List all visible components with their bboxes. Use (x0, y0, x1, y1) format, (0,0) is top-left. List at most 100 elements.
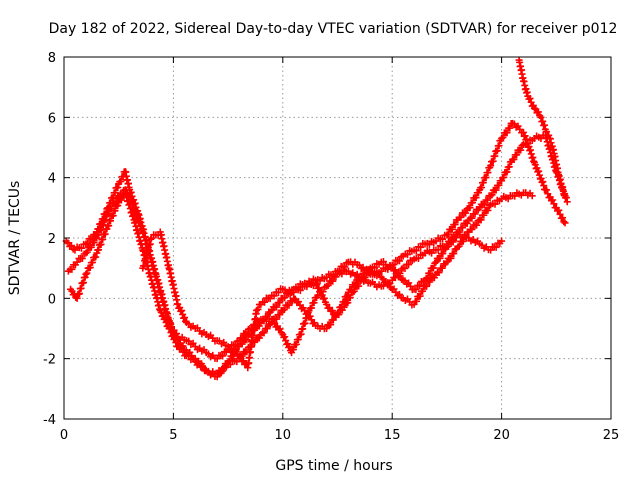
data-point (117, 196, 125, 204)
data-point (219, 352, 227, 360)
data-point (563, 198, 571, 206)
data-point (226, 360, 234, 368)
data-point (340, 303, 348, 311)
data-point (550, 200, 558, 208)
data-point (166, 325, 174, 333)
data-point (537, 113, 545, 121)
data-point (439, 250, 447, 258)
data-point (243, 336, 251, 344)
data-point (518, 141, 526, 149)
data-point (535, 167, 543, 175)
data-point (361, 274, 369, 282)
data-point (484, 169, 492, 177)
data-point (396, 272, 404, 280)
data-point (390, 261, 398, 269)
data-point (466, 204, 474, 212)
data-point (412, 247, 420, 255)
data-point (335, 311, 343, 319)
data-point (273, 315, 281, 323)
data-point (323, 325, 331, 332)
data-point (559, 186, 567, 194)
data-point (434, 246, 442, 254)
data-point (505, 163, 513, 171)
data-point (468, 225, 476, 233)
data-point (540, 182, 548, 190)
data-marks (62, 56, 571, 381)
data-point (117, 177, 125, 185)
data-point (526, 94, 534, 102)
data-point (426, 278, 434, 286)
data-point (310, 299, 318, 307)
y-tick-label: 6 (48, 111, 56, 126)
data-point (498, 237, 506, 245)
data-point (457, 213, 465, 221)
data-point (329, 277, 337, 285)
data-point (315, 284, 323, 292)
y-tick-label: 2 (48, 232, 56, 247)
data-point (173, 330, 181, 338)
data-point (500, 173, 508, 181)
data-point (528, 192, 536, 200)
data-point (181, 314, 189, 322)
x-tick-label: 25 (603, 428, 620, 443)
data-point (555, 206, 563, 214)
x-axis-label: GPS time / hours (275, 458, 392, 474)
data-point (473, 221, 481, 229)
data-point (350, 287, 358, 295)
data-point (178, 307, 186, 315)
data-point (327, 321, 335, 329)
data-point (289, 346, 297, 354)
data-point (280, 306, 288, 314)
data-point (487, 192, 495, 200)
data-point (432, 258, 440, 266)
data-point (294, 335, 302, 343)
data-point (478, 184, 486, 192)
data-point (179, 348, 187, 356)
data-point (454, 243, 462, 251)
data-point (495, 181, 503, 189)
data-point (444, 242, 452, 250)
y-axis-label: SDTVAR / TECUs (7, 181, 23, 296)
data-point (495, 142, 503, 150)
data-point (171, 335, 179, 343)
data-point (549, 196, 557, 204)
data-point (561, 190, 569, 198)
data-point (477, 216, 485, 224)
data-point (90, 239, 98, 247)
data-point (448, 225, 456, 233)
data-point (560, 218, 568, 226)
data-point (513, 151, 521, 159)
data-point (462, 209, 470, 217)
data-point (482, 173, 490, 181)
data-point (419, 287, 427, 295)
data-point (114, 202, 122, 210)
data-point (506, 124, 514, 132)
data-point (534, 108, 542, 116)
data-point (83, 269, 91, 277)
data-point (106, 217, 114, 225)
data-point (479, 179, 487, 187)
data-point (412, 286, 420, 294)
data-point (540, 121, 548, 129)
data-point (219, 367, 227, 375)
data-point (468, 214, 476, 222)
data-point (405, 261, 413, 269)
data-point (324, 281, 332, 289)
data-point (346, 294, 354, 302)
data-point (95, 246, 103, 254)
data-point (545, 131, 553, 139)
data-point (450, 250, 458, 258)
data-point (87, 243, 95, 251)
data-point (404, 251, 412, 259)
data-point (78, 255, 86, 263)
data-point (281, 333, 289, 341)
chart-title: Day 182 of 2022, Sidereal Day-to-day VTE… (49, 21, 618, 37)
data-point (423, 282, 431, 290)
data-point (308, 304, 316, 312)
data-point (439, 235, 447, 243)
data-point (447, 254, 455, 262)
data-point (539, 117, 547, 125)
x-tick-label: 0 (60, 428, 68, 443)
data-point (449, 238, 457, 246)
